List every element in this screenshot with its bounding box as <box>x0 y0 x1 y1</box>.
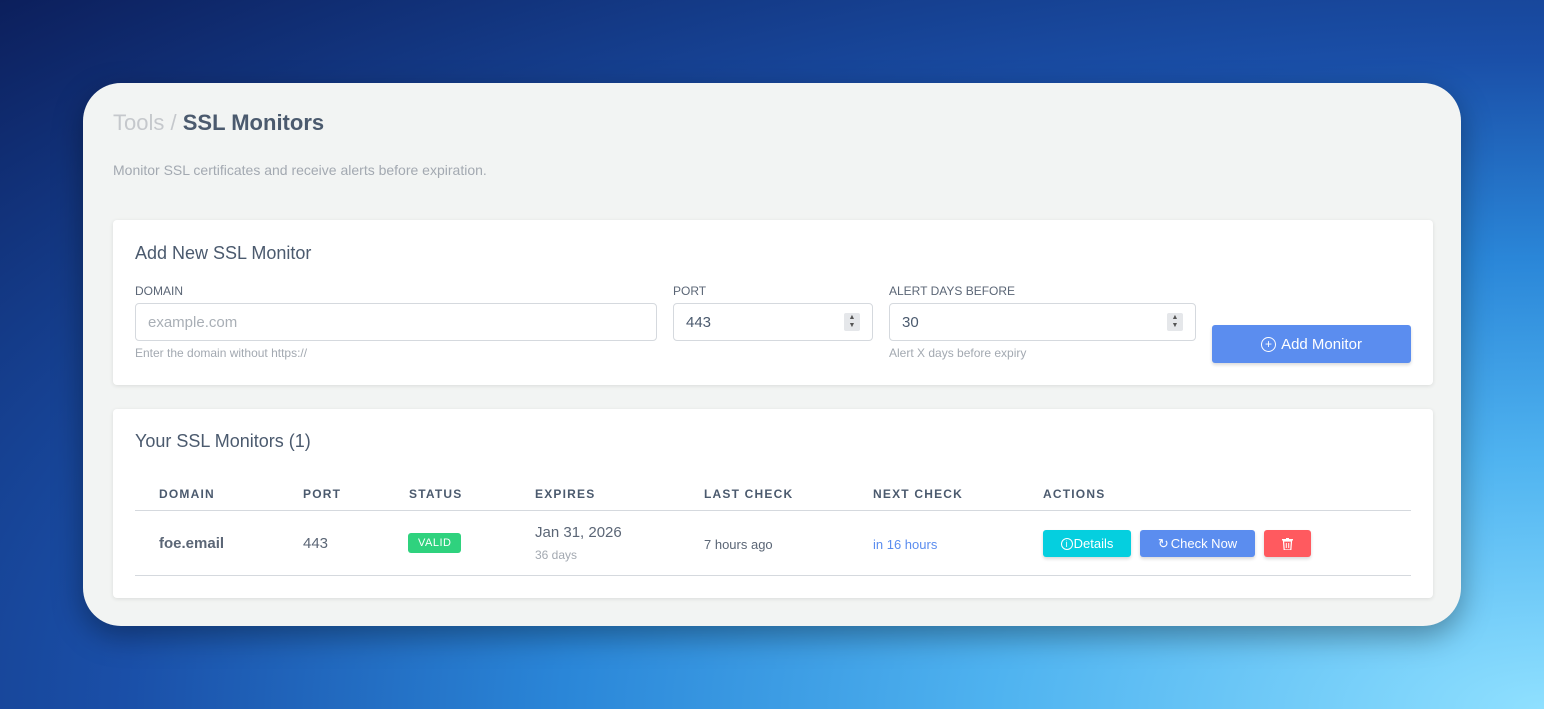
delete-button[interactable] <box>1264 530 1311 557</box>
breadcrumb-tools[interactable]: Tools <box>113 110 165 135</box>
add-monitor-card: Add New SSL Monitor DOMAIN example.com E… <box>113 220 1433 385</box>
details-button[interactable]: i Details <box>1043 530 1131 557</box>
port-stepper[interactable]: ▲ ▼ <box>844 313 860 331</box>
col-port: PORT <box>303 487 342 501</box>
col-domain: DOMAIN <box>159 487 215 501</box>
domain-input[interactable]: example.com <box>135 303 657 341</box>
row-last-check: 7 hours ago <box>704 537 773 552</box>
breadcrumb: Tools / SSL Monitors <box>113 110 324 136</box>
col-expires: EXPIRES <box>535 487 596 501</box>
plus-circle-icon: + <box>1261 336 1277 352</box>
check-now-button[interactable]: ↻ Check Now <box>1140 530 1255 557</box>
row-domain: foe.email <box>159 535 225 552</box>
row-next-check: in 16 hours <box>873 537 938 552</box>
alert-days-stepper[interactable]: ▲ ▼ <box>1167 313 1183 331</box>
monitors-card: Your SSL Monitors (1) DOMAIN PORT STATUS… <box>113 409 1433 598</box>
alert-days-label: ALERT DAYS BEFORE <box>889 284 1016 298</box>
row-expires-in: 36 days <box>535 548 578 562</box>
app-window: Tools / SSL Monitors Monitor SSL certifi… <box>83 83 1461 626</box>
row-expires: Jan 31, 2026 <box>535 524 622 541</box>
alert-days-input[interactable]: 30 ▲ ▼ <box>889 303 1196 341</box>
col-actions: ACTIONS <box>1043 487 1106 501</box>
trash-icon <box>1282 537 1293 550</box>
row-divider <box>135 575 1411 576</box>
alert-days-hint: Alert X days before expiry <box>889 346 1027 360</box>
col-next-check: NEXT CHECK <box>873 487 964 501</box>
alert-days-value: 30 <box>902 313 919 331</box>
check-now-label: Check Now <box>1170 536 1238 551</box>
domain-placeholder: example.com <box>148 313 238 331</box>
add-monitor-button[interactable]: + Add Monitor <box>1212 325 1411 363</box>
add-monitor-title: Add New SSL Monitor <box>135 243 312 263</box>
port-value: 443 <box>686 313 712 331</box>
row-port: 443 <box>303 535 329 552</box>
col-status: STATUS <box>409 487 463 501</box>
breadcrumb-separator: / <box>170 110 177 135</box>
monitors-title: Your SSL Monitors (1) <box>135 431 311 451</box>
status-badge: VALID <box>408 533 462 553</box>
page-subtitle: Monitor SSL certificates and receive ale… <box>113 162 487 178</box>
col-last-check: LAST CHECK <box>704 487 794 501</box>
details-label: Details <box>1073 536 1114 551</box>
domain-hint: Enter the domain without https:// <box>135 346 308 360</box>
header-divider <box>135 510 1411 511</box>
page-title: SSL Monitors <box>182 110 325 135</box>
add-monitor-label: Add Monitor <box>1281 335 1362 353</box>
domain-label: DOMAIN <box>135 284 183 298</box>
port-input[interactable]: 443 ▲ ▼ <box>673 303 873 341</box>
port-label: PORT <box>673 284 707 298</box>
refresh-icon: ↻ <box>1157 535 1169 551</box>
info-icon: i <box>1060 537 1073 550</box>
